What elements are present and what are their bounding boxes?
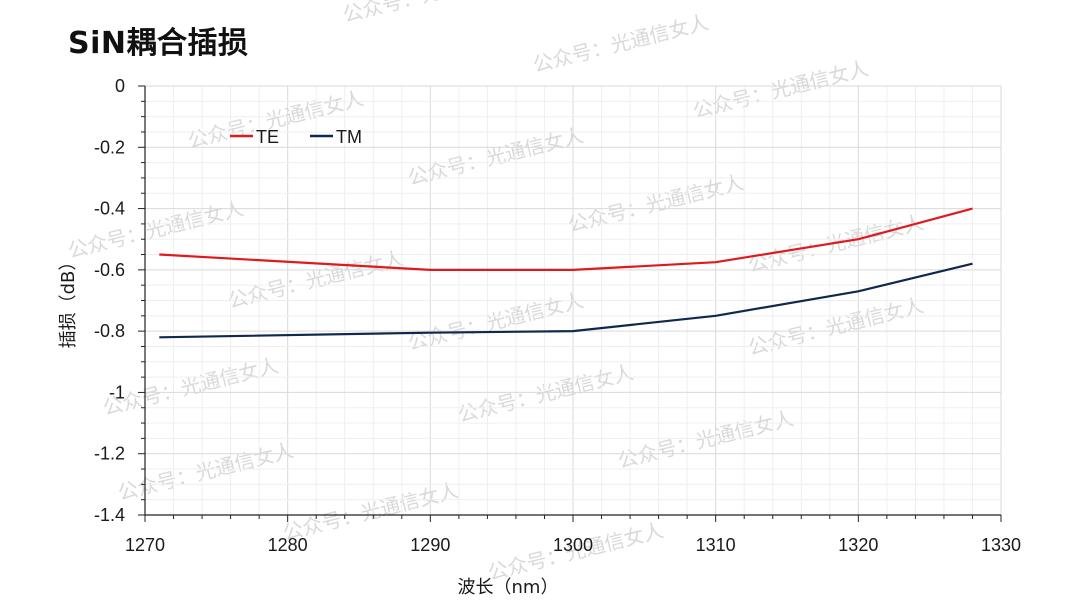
series-line-te bbox=[159, 207, 973, 271]
watermark-text: 公众号：光通信女人 bbox=[225, 246, 405, 313]
y-axis-ticks: 0 -0.2 -0.4 -0.6 -0.8 -1 -1.2 -1.4 bbox=[94, 76, 145, 525]
watermark-text: 公众号：光通信女人 bbox=[530, 10, 710, 77]
x-tick-label: 1330 bbox=[981, 535, 1021, 555]
y-tick-label: -0.6 bbox=[94, 260, 125, 280]
x-axis-title: 波长（nm） bbox=[458, 577, 559, 598]
y-tick-label: -1.2 bbox=[94, 444, 125, 464]
watermark-text: 公众号：光通信女人 bbox=[340, 0, 520, 27]
watermark-text: 公众号：光通信女人 bbox=[405, 123, 585, 190]
watermark-text: 公众号：光通信女人 bbox=[565, 170, 745, 237]
watermark-text: 公众号：光通信女人 bbox=[65, 196, 245, 263]
x-tick-label: 1270 bbox=[125, 535, 165, 555]
x-tick-label: 1290 bbox=[410, 535, 450, 555]
legend: TE TM bbox=[230, 127, 362, 147]
y-tick-label: -0.2 bbox=[94, 137, 125, 157]
x-axis-ticks: 1270 1280 1290 1300 1310 1320 1330 bbox=[125, 515, 1021, 555]
watermark-text: 公众号：光通信女人 bbox=[690, 56, 870, 123]
watermark-text: 公众号：光通信女人 bbox=[100, 353, 280, 420]
watermark-text: 公众号：光通信女人 bbox=[615, 406, 795, 473]
y-tick-label: 0 bbox=[115, 76, 125, 96]
y-tick-label: -1.4 bbox=[94, 505, 125, 525]
y-tick-label: -1 bbox=[109, 382, 125, 402]
y-axis-title: 插损（dB） bbox=[58, 253, 79, 349]
grid-lines bbox=[145, 85, 1002, 515]
legend-label-tm: TM bbox=[336, 127, 362, 147]
legend-label-te: TE bbox=[256, 127, 279, 147]
y-tick-label: -0.4 bbox=[94, 199, 125, 219]
watermark-text: 公众号：光通信女人 bbox=[455, 360, 635, 427]
x-tick-label: 1300 bbox=[553, 535, 593, 555]
watermark-text: 公众号：光通信女人 bbox=[115, 438, 295, 505]
x-tick-label: 1280 bbox=[268, 535, 308, 555]
x-tick-label: 1310 bbox=[696, 535, 736, 555]
chart-title: SiN耦合插损 bbox=[68, 26, 249, 61]
series-line-tm bbox=[159, 262, 973, 339]
watermark-text: 公众号：光通信女人 bbox=[405, 288, 585, 355]
x-tick-label: 1320 bbox=[838, 535, 878, 555]
y-tick-label: -0.8 bbox=[94, 321, 125, 341]
series-lines bbox=[159, 207, 973, 339]
